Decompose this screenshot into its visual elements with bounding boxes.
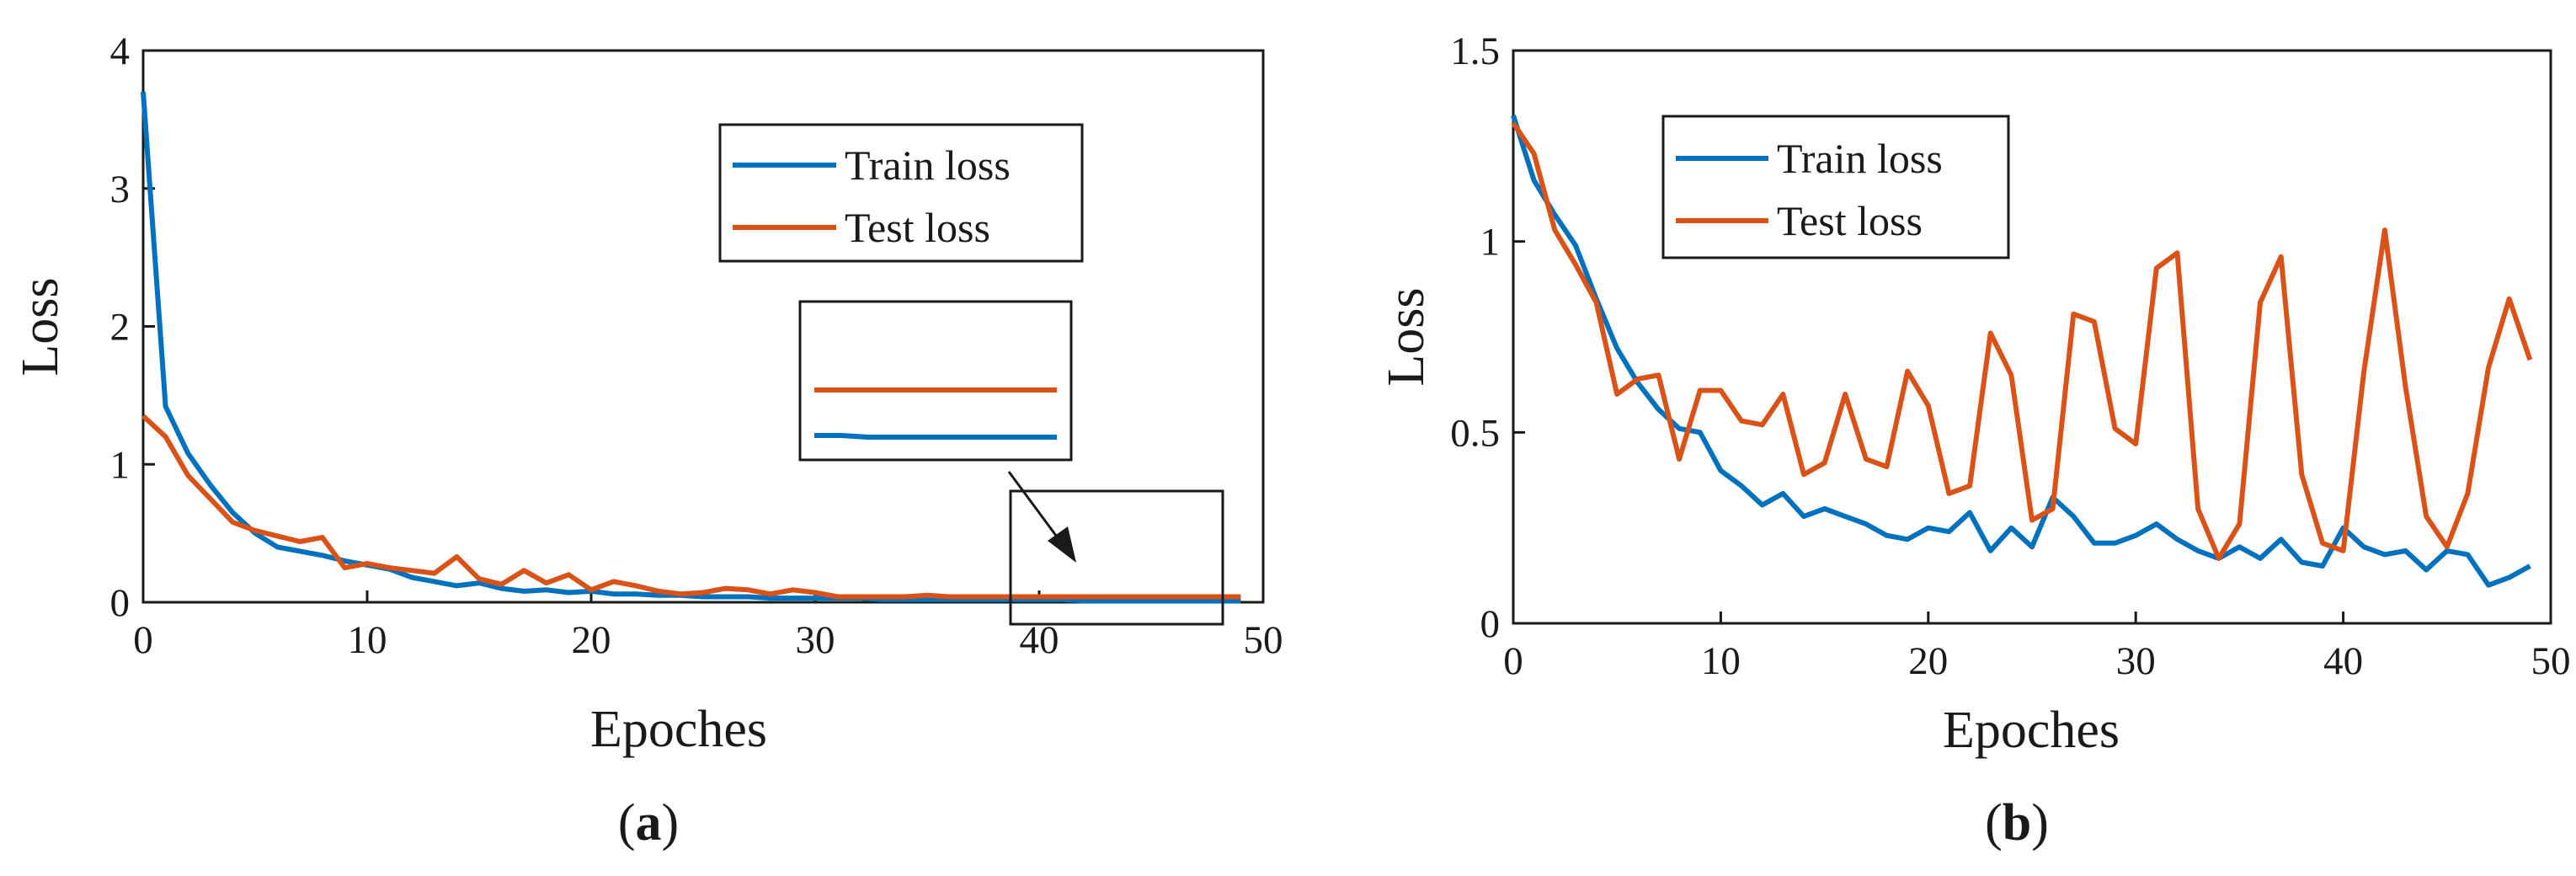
a-panel-label: (a) (618, 794, 679, 852)
legend-a-train-label: Train loss (845, 142, 1011, 189)
x-tick-label: 10 (348, 618, 387, 662)
x-tick-label: 20 (1908, 639, 1948, 683)
zoom-arrow (1007, 471, 1065, 547)
a-xlabel: Epoches (590, 701, 767, 758)
x-tick-label: 0 (1503, 639, 1523, 683)
y-tick-label: 4 (110, 29, 131, 73)
y-tick-label: 1 (1480, 221, 1501, 264)
x-tick-label: 30 (2116, 639, 2156, 683)
a-lines (141, 91, 1241, 604)
test-loss-line (141, 414, 1241, 600)
legend-b-test-label: Test loss (1777, 197, 1923, 244)
legend-a-box (718, 123, 1084, 263)
x-tick-label: 30 (796, 618, 835, 662)
a-panel-letter: a (636, 794, 662, 852)
y-tick-label: 0 (1480, 602, 1501, 646)
b-xlabel: Epoches (1943, 702, 2120, 759)
x-tick-label: 40 (2323, 639, 2363, 683)
a-ylabel: Loss (12, 277, 69, 376)
legend-b-train-label: Train loss (1777, 135, 1943, 182)
chart-a: 0 10 20 30 40 50 0 1 2 3 4 Train loss Test loss Ep… (12, 29, 1283, 852)
x-tick-label: 0 (133, 618, 153, 662)
test-loss-line (1511, 121, 2533, 561)
inset-train-loss-line (814, 433, 1057, 440)
y-tick-label: 1.5 (1450, 29, 1500, 73)
b-panel-letter: b (2003, 794, 2031, 852)
b-ylabel: Loss (1378, 287, 1435, 386)
legend-a-test-label: Test loss (845, 204, 990, 251)
y-tick-label: 1 (110, 443, 131, 487)
b-lines (1511, 115, 2533, 588)
zoom-arrow-head-icon (1048, 526, 1076, 563)
y-tick-label: 0 (110, 581, 131, 625)
x-tick-label: 40 (1020, 618, 1059, 662)
zoom-region-box (1009, 489, 1224, 626)
legend-b-box (1661, 115, 2010, 259)
y-tick-label: 3 (110, 168, 131, 211)
x-tick-label: 50 (1244, 618, 1283, 662)
b-ticks: 0 10 20 30 40 50 0 0.5 1 1.5 (1450, 29, 2570, 683)
x-tick-label: 10 (1701, 639, 1741, 683)
y-tick-label: 0.5 (1450, 411, 1500, 455)
plot-area-a (141, 49, 1265, 604)
x-tick-label: 20 (572, 618, 611, 662)
b-panel-label: (b) (1985, 794, 2049, 852)
inset-lines (814, 387, 1057, 440)
a-ticks: 0 10 20 30 40 50 0 1 2 3 4 (110, 29, 1283, 662)
chart-b: 0 10 20 30 40 50 0 0.5 1 1.5 Train loss Test loss… (1378, 29, 2571, 852)
legend-a: Train loss Test loss (718, 123, 1084, 263)
train-loss-line (141, 91, 1241, 604)
legend-b: Train loss Test loss (1661, 115, 2010, 259)
x-tick-label: 50 (2531, 639, 2571, 683)
train-loss-line (1511, 115, 2531, 588)
y-tick-label: 2 (110, 306, 131, 350)
